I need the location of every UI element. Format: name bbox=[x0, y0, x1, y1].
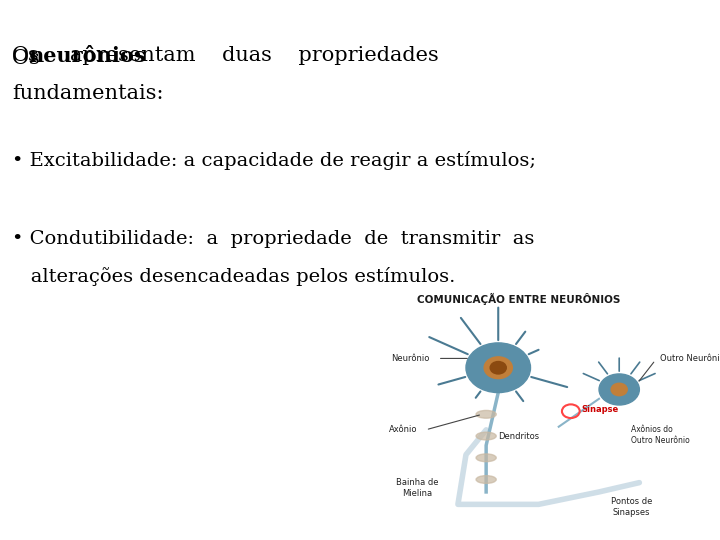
Text: Sinapse: Sinapse bbox=[581, 405, 618, 414]
Circle shape bbox=[611, 383, 627, 396]
Text: COMUNICAÇÃO ENTRE NEURÔNIOS: COMUNICAÇÃO ENTRE NEURÔNIOS bbox=[417, 293, 620, 305]
Circle shape bbox=[466, 343, 531, 393]
Text: neurônios: neurônios bbox=[28, 46, 145, 66]
Text: alterações desencadeadas pelos estímulos.: alterações desencadeadas pelos estímulos… bbox=[12, 267, 455, 286]
Text: • Condutibilidade:  a  propriedade  de  transmitir  as: • Condutibilidade: a propriedade de tran… bbox=[12, 230, 534, 247]
Text: Outro Neurônio: Outro Neurônio bbox=[660, 354, 720, 363]
Text: apresentam    duas    propriedades: apresentam duas propriedades bbox=[70, 46, 438, 65]
Text: Bainha de: Bainha de bbox=[396, 478, 439, 487]
Text: Outro Neurônio: Outro Neurônio bbox=[631, 436, 690, 445]
Ellipse shape bbox=[476, 476, 496, 483]
Text: fundamentais:: fundamentais: bbox=[12, 84, 163, 103]
Text: Axônio: Axônio bbox=[389, 426, 418, 434]
Ellipse shape bbox=[476, 454, 496, 462]
Text: Axônios do: Axônios do bbox=[631, 426, 673, 434]
Text: Os: Os bbox=[12, 46, 40, 65]
Circle shape bbox=[599, 374, 639, 405]
Text: Os: Os bbox=[12, 49, 46, 68]
Text: Sinapses: Sinapses bbox=[613, 508, 650, 517]
Text: Dendritos: Dendritos bbox=[498, 431, 539, 441]
Text: • Excitabilidade: a capacidade de reagir a estímulos;: • Excitabilidade: a capacidade de reagir… bbox=[12, 151, 536, 170]
Circle shape bbox=[484, 357, 513, 379]
Text: Pontos de: Pontos de bbox=[611, 497, 652, 506]
Ellipse shape bbox=[476, 410, 496, 418]
Text: Os                                                                              : Os bbox=[12, 49, 720, 68]
Text: Mielina: Mielina bbox=[402, 489, 433, 498]
Ellipse shape bbox=[476, 432, 496, 440]
Text: Neurônio: Neurônio bbox=[392, 354, 430, 363]
Circle shape bbox=[490, 361, 506, 374]
